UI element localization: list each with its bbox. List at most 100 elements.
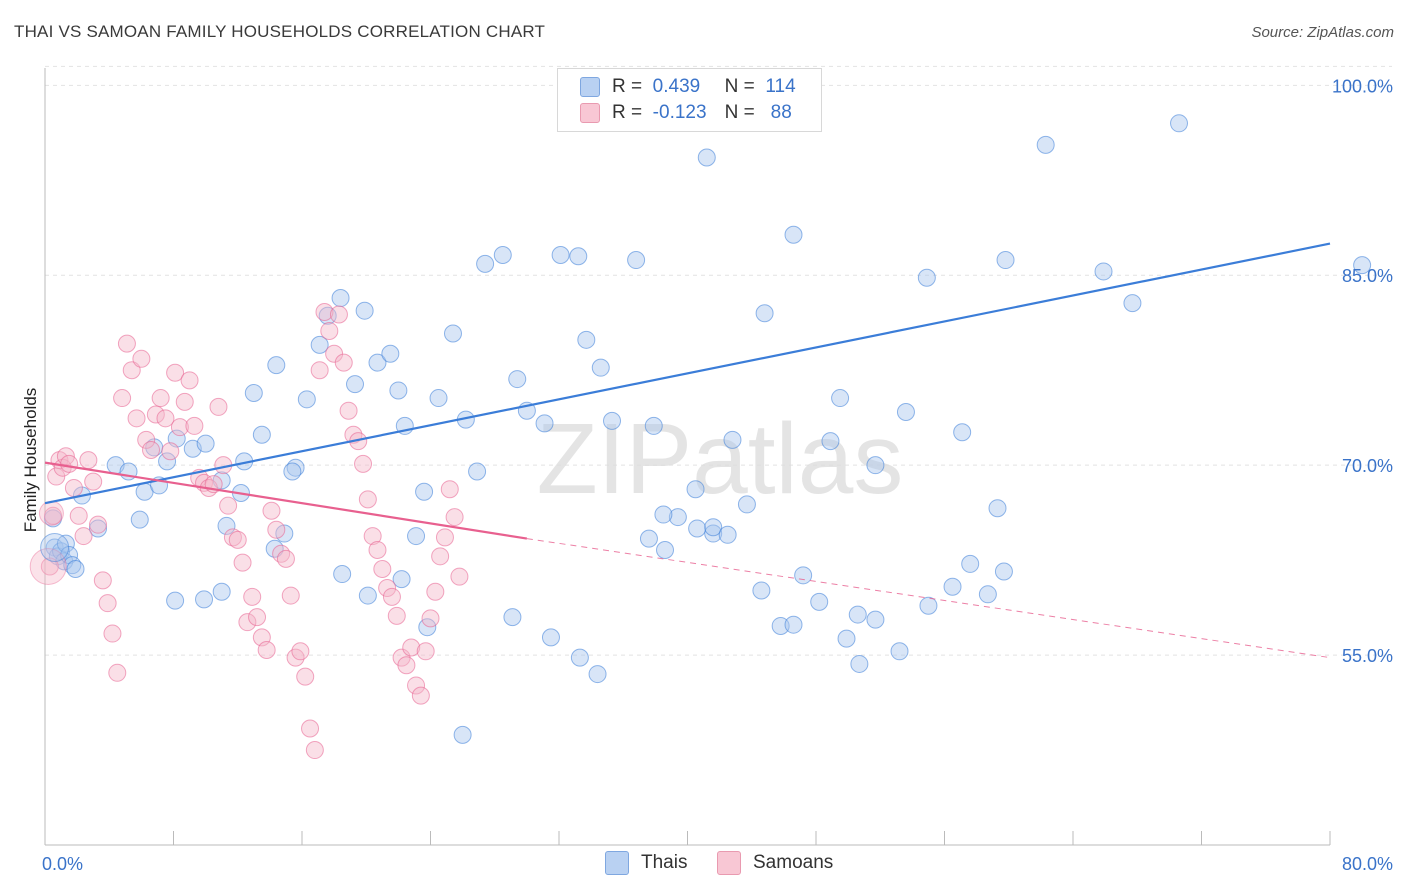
- samoans-point: [151, 389, 170, 408]
- trend-lines: [44, 242, 1331, 659]
- thais-point: [508, 370, 527, 389]
- samoans-point: [142, 440, 161, 459]
- thais-point: [896, 402, 915, 421]
- thais-point: [994, 562, 1013, 581]
- samoans-point: [445, 508, 464, 527]
- samoans-point: [363, 527, 382, 546]
- thais-point: [810, 592, 829, 611]
- samoans-point: [243, 587, 262, 606]
- samoans-point: [281, 586, 300, 605]
- samoans-point: [84, 472, 103, 491]
- thais-legend-label: Thais: [641, 852, 688, 873]
- thais-point: [196, 434, 215, 453]
- thais-point: [1036, 135, 1055, 154]
- samoans-point: [74, 527, 93, 546]
- thais-point: [331, 289, 350, 308]
- thais-point: [407, 527, 426, 546]
- samoans-point: [296, 667, 315, 686]
- thais-trend-line: [44, 242, 1331, 505]
- thais-point: [381, 344, 400, 363]
- thais-point: [1094, 262, 1113, 281]
- legend-item-samoans[interactable]: Samoans: [717, 851, 833, 875]
- thais-point: [429, 389, 448, 408]
- thais-point: [252, 425, 271, 444]
- samoans-point: [38, 500, 64, 526]
- thais-point: [541, 628, 560, 647]
- samoans-point: [411, 686, 430, 705]
- thais-point: [130, 510, 149, 529]
- samoans-point: [291, 642, 310, 661]
- n-label: N =: [724, 76, 755, 97]
- thais-point: [686, 480, 705, 499]
- samoans-swatch: [580, 103, 600, 123]
- x-tick-label: 80.0%: [1342, 854, 1393, 874]
- samoans-point: [305, 741, 324, 760]
- thais-point: [850, 654, 869, 673]
- samoans-point: [354, 454, 373, 473]
- samoans-point: [416, 642, 435, 661]
- thais-point: [953, 423, 972, 442]
- samoans-point: [382, 587, 401, 606]
- thais-point: [577, 330, 596, 349]
- samoans-point: [329, 305, 348, 324]
- samoans-point: [93, 571, 112, 590]
- samoans-point: [108, 663, 127, 682]
- y-tick-label: 55.0%: [1342, 646, 1393, 666]
- samoans-point: [248, 608, 267, 627]
- samoans-point: [156, 409, 175, 428]
- thais-point: [890, 642, 909, 661]
- thais-point: [668, 508, 687, 527]
- thais-point: [166, 591, 185, 610]
- axes: [44, 68, 1331, 846]
- thais-point: [283, 462, 302, 481]
- watermark: ZIPatlas: [537, 403, 904, 515]
- thais-point: [66, 559, 85, 578]
- samoans-point: [40, 557, 59, 576]
- samoans-point: [358, 490, 377, 509]
- samoans-point: [44, 506, 63, 525]
- thais-point: [1170, 114, 1189, 133]
- samoans-point: [79, 451, 98, 470]
- samoans-point: [185, 416, 204, 435]
- thais-point: [794, 566, 813, 585]
- thais-point: [603, 411, 622, 430]
- thais-point: [943, 577, 962, 596]
- thais-point: [217, 516, 236, 535]
- thais-point: [866, 610, 885, 629]
- samoans-point: [426, 582, 445, 601]
- samoans-point: [219, 496, 238, 515]
- samoans-trend-extension: [526, 538, 1331, 659]
- thais-point: [158, 452, 177, 471]
- thais-point: [453, 725, 472, 744]
- thais-point: [468, 462, 487, 481]
- samoans-point: [450, 567, 469, 586]
- legend-item-thais[interactable]: Thais: [605, 851, 687, 875]
- thais-point: [644, 416, 663, 435]
- thais-point: [535, 414, 554, 433]
- samoans-point: [272, 544, 291, 563]
- correlation-legend: R = 0.439 N = 114 R = -0.123 N = 88: [557, 68, 822, 132]
- thais-r-value: 0.439: [652, 76, 701, 97]
- thais-point: [771, 616, 790, 635]
- thais-point: [718, 525, 737, 544]
- thais-point: [368, 353, 387, 372]
- thais-point: [755, 304, 774, 323]
- y-tick-label: 70.0%: [1342, 456, 1393, 476]
- thais-point: [831, 389, 850, 408]
- thais-point: [988, 499, 1007, 518]
- samoans-point: [127, 409, 146, 428]
- thais-point: [212, 582, 231, 601]
- thais-point: [821, 432, 840, 451]
- chart-title: THAI VS SAMOAN FAMILY HOUSEHOLDS CORRELA…: [14, 22, 546, 41]
- thais-point: [697, 148, 716, 167]
- r-label: R =: [612, 76, 643, 97]
- thais-point: [569, 247, 588, 266]
- samoans-point: [387, 606, 406, 625]
- samoans-legend-swatch: [717, 851, 741, 875]
- gridlines: [45, 65, 1392, 656]
- samoans-point: [166, 363, 185, 382]
- samoans-point: [320, 321, 339, 340]
- samoans-point: [29, 547, 67, 585]
- samoans-point: [69, 506, 88, 525]
